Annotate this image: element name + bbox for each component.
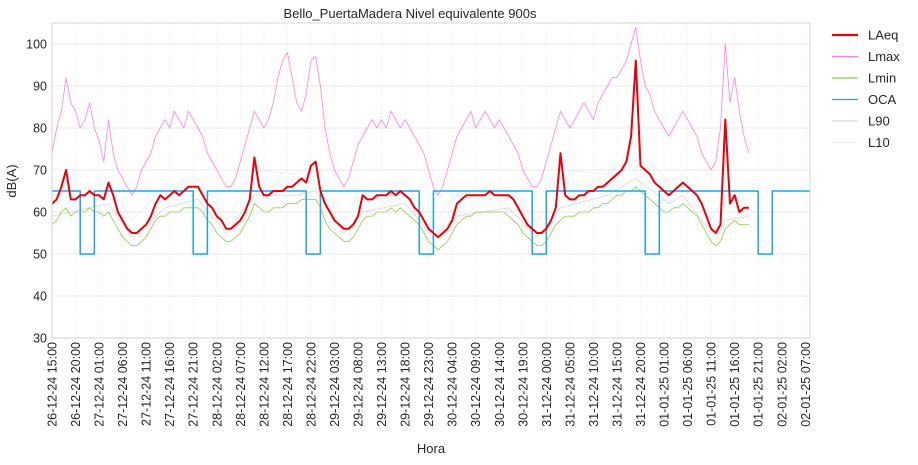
x-tick-label: 27-12-24 01:00 — [93, 342, 107, 427]
y-tick-label: 90 — [33, 80, 47, 94]
series-line-lmin — [51, 186, 749, 251]
chart-title: Bello_PuertaMadera Nivel equivalente 900… — [284, 6, 537, 21]
x-tick-label: 29-12-24 13:00 — [375, 342, 389, 427]
x-tick-label: 31-12-24 20:00 — [634, 342, 648, 427]
x-tick-label: 29-12-24 18:00 — [399, 342, 413, 427]
y-tick-label: 50 — [33, 248, 47, 262]
series-line-lmax — [51, 26, 750, 196]
series-line-laeq — [51, 59, 749, 239]
y-tick-label: 70 — [33, 164, 47, 178]
legend-label-laeq: LAeq — [868, 28, 898, 43]
x-tick-label: 26-12-24 15:00 — [46, 342, 60, 427]
legend-label-oca: OCA — [868, 92, 897, 107]
x-tick-label: 27-12-24 16:00 — [163, 342, 177, 427]
axes: 30 40 50 60 70 80 90 100 26-12-24 15:00 26-12-24 … — [26, 22, 813, 427]
x-tick-label: 31-12-24 05:00 — [563, 342, 577, 427]
x-tick-label: 31-12-24 00:00 — [540, 342, 554, 427]
legend-label-l10: L10 — [868, 135, 890, 150]
legend-label-l90: L90 — [868, 114, 890, 129]
series-group — [51, 26, 810, 255]
x-tick-label: 26-12-24 20:00 — [69, 342, 83, 427]
x-tick-label: 31-12-24 15:00 — [611, 342, 625, 427]
x-tick-label: 29-12-24 23:00 — [422, 342, 436, 427]
legend: LAeq Lmax Lmin OCA L90 L10 — [832, 28, 900, 150]
x-tick-label: 30-12-24 19:00 — [516, 342, 530, 427]
x-tick-label: 28-12-24 17:00 — [281, 342, 295, 427]
x-tick-label: 30-12-24 04:00 — [446, 342, 460, 427]
legend-label-lmin: Lmin — [868, 71, 896, 86]
y-tick-label: 30 — [33, 332, 47, 346]
x-tick-label: 01-01-25 16:00 — [728, 342, 742, 427]
x-tick-label: 27-12-24 21:00 — [187, 342, 201, 427]
x-tick-label: 02-01-25 02:00 — [775, 342, 789, 427]
x-tick-label: 28-12-24 12:00 — [257, 342, 271, 427]
x-tick-label: 01-01-25 11:00 — [705, 342, 719, 426]
series-line-oca — [52, 190, 810, 255]
x-tick-label: 29-12-24 08:00 — [352, 342, 366, 427]
x-tick-label: 02-01-25 07:00 — [799, 342, 813, 427]
y-tick-label: 40 — [33, 290, 47, 304]
x-tick-label: 30-12-24 09:00 — [469, 342, 483, 427]
legend-label-lmax: Lmax — [868, 49, 900, 64]
x-tick-label: 27-12-24 06:00 — [116, 342, 130, 427]
x-axis-label: Hora — [417, 441, 446, 456]
x-tick-label: 30-12-24 14:00 — [493, 342, 507, 427]
plot-frame — [51, 22, 811, 339]
x-tick-label: 01-01-25 21:00 — [752, 342, 766, 427]
x-tick-label: 31-12-24 10:00 — [587, 342, 601, 427]
y-tick-label: 80 — [33, 122, 47, 136]
y-axis-label: dB(A) — [4, 164, 19, 197]
x-tick-label: 28-12-24 07:00 — [234, 342, 248, 427]
x-tick-label: 27-12-24 11:00 — [140, 342, 154, 426]
x-tick-label: 01-01-25 06:00 — [681, 342, 695, 427]
x-tick-label: 28-12-24 02:00 — [210, 342, 224, 427]
x-tick-label: 01-01-25 01:00 — [658, 342, 672, 427]
y-tick-label: 60 — [33, 206, 47, 220]
x-tick-label: 28-12-24 22:00 — [304, 342, 318, 427]
grid — [51, 23, 810, 339]
y-tick-label: 100 — [26, 38, 47, 52]
x-tick-label: 29-12-24 03:00 — [328, 342, 342, 427]
